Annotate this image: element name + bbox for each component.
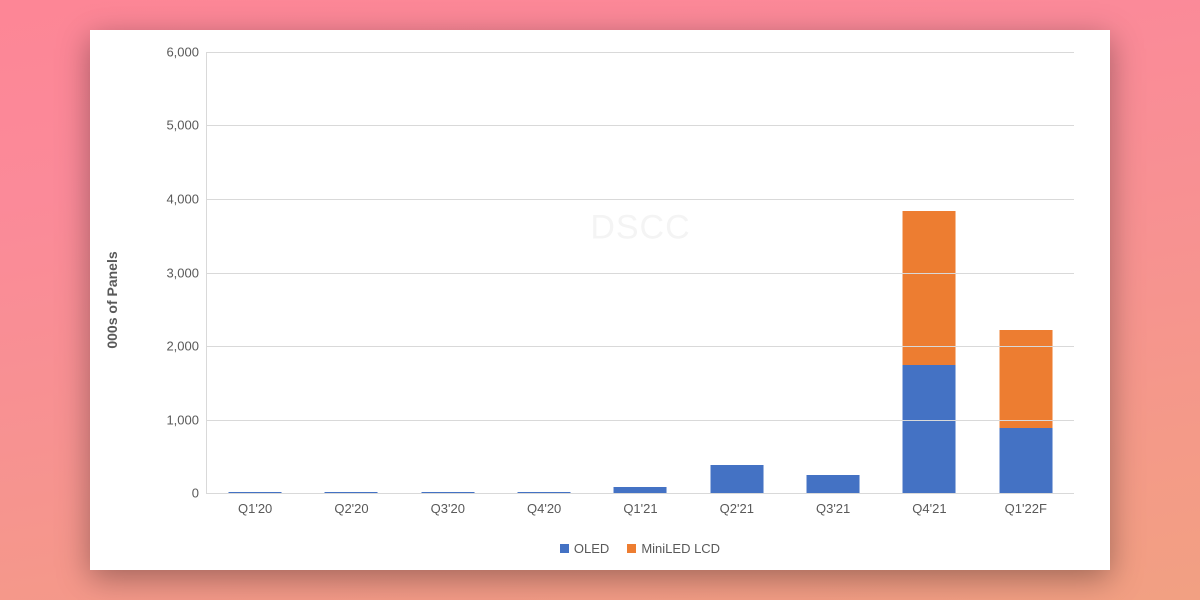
plot-region: DSCC Q1'20Q2'20Q3'20Q4'20Q1'21Q2'21Q3'21… (206, 52, 1074, 494)
bar-stack (518, 472, 571, 493)
bar-segment-oled (710, 465, 763, 493)
legend-label: MiniLED LCD (641, 541, 720, 556)
bar-stack (710, 381, 763, 493)
gridline (207, 52, 1074, 53)
bar-segment-miniled-lcd (903, 211, 956, 365)
x-tick-label: Q1'21 (623, 493, 657, 516)
x-tick-label: Q3'21 (816, 493, 850, 516)
gridline (207, 346, 1074, 347)
legend-label: OLED (574, 541, 609, 556)
legend-item-oled: OLED (560, 541, 609, 556)
gridline (207, 125, 1074, 126)
x-tick-label: Q2'21 (720, 493, 754, 516)
x-tick-label: Q1'20 (238, 493, 272, 516)
bar-stack (229, 471, 282, 493)
x-tick-label: Q1'22F (1005, 493, 1047, 516)
bar-segment-oled (999, 428, 1052, 493)
chart-card: 000s of Panels DSCC Q1'20Q2'20Q3'20Q4'20… (90, 30, 1110, 570)
bar-stack (903, 140, 956, 493)
bar-segment-oled (807, 475, 860, 493)
y-axis-label: 000s of Panels (104, 251, 120, 348)
y-tick-label: 4,000 (166, 191, 207, 206)
y-tick-label: 6,000 (166, 45, 207, 60)
bar-stack (807, 403, 860, 493)
y-tick-label: 3,000 (166, 265, 207, 280)
y-tick-label: 2,000 (166, 338, 207, 353)
bar-stack (999, 225, 1052, 493)
legend-swatch (560, 544, 569, 553)
gridline (207, 273, 1074, 274)
x-tick-label: Q3'20 (431, 493, 465, 516)
bar-stack (325, 471, 378, 493)
bar-segment-oled (903, 365, 956, 493)
bar-stack (421, 472, 474, 493)
gridline (207, 199, 1074, 200)
bar-segment-miniled-lcd (999, 330, 1052, 428)
legend-item-miniled-lcd: MiniLED LCD (627, 541, 720, 556)
x-tick-label: Q4'20 (527, 493, 561, 516)
x-tick-label: Q4'21 (912, 493, 946, 516)
gradient-backdrop: 000s of Panels DSCC Q1'20Q2'20Q3'20Q4'20… (0, 0, 1200, 600)
gridline (207, 420, 1074, 421)
y-tick-label: 0 (192, 486, 207, 501)
y-tick-label: 5,000 (166, 118, 207, 133)
legend-swatch (627, 544, 636, 553)
legend: OLED MiniLED LCD (206, 541, 1074, 556)
chart-area: 000s of Panels DSCC Q1'20Q2'20Q3'20Q4'20… (108, 40, 1082, 560)
y-tick-label: 1,000 (166, 412, 207, 427)
x-tick-label: Q2'20 (334, 493, 368, 516)
bar-stack (614, 442, 667, 493)
